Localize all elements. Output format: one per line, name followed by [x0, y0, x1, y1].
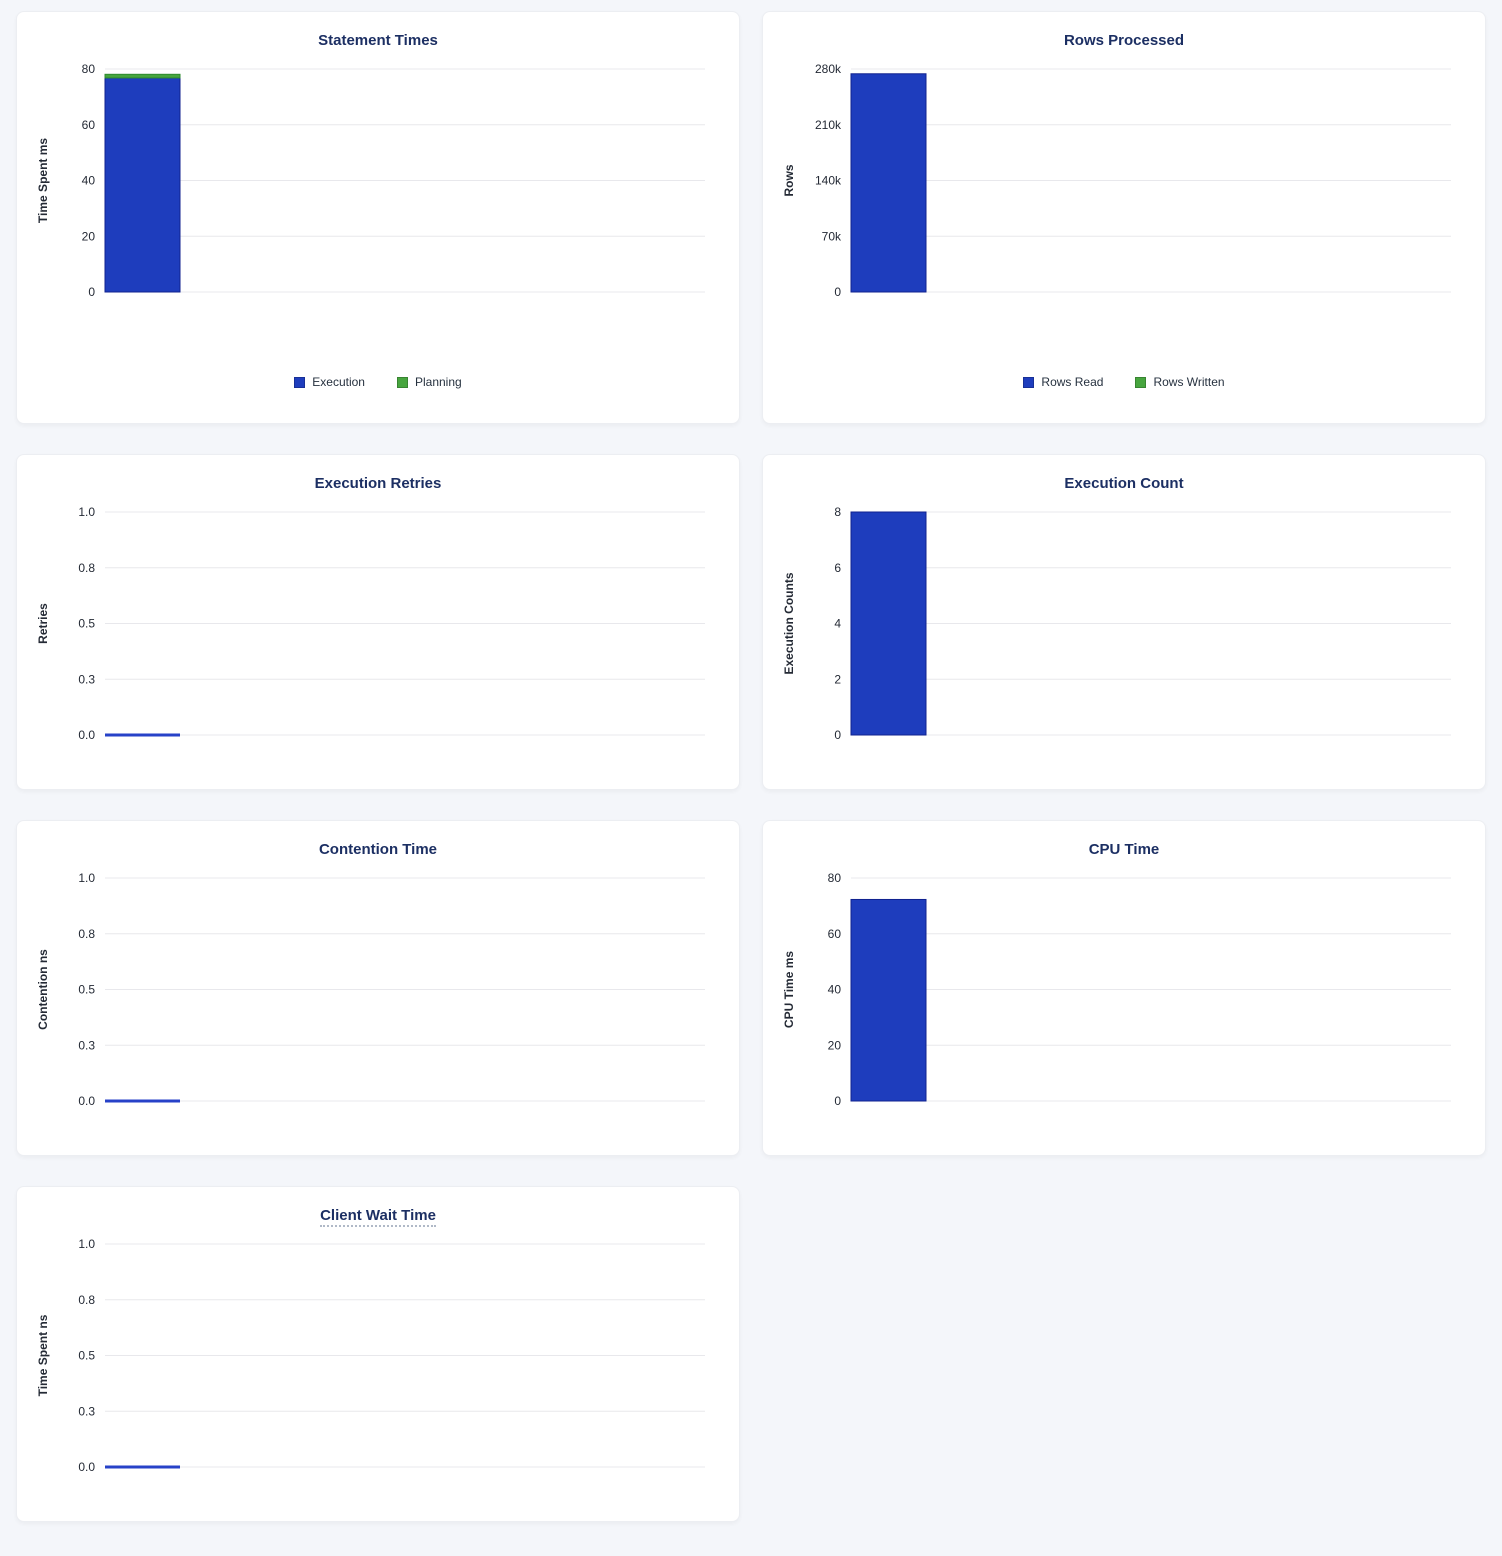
chart-canvas: 0 70k 140k 210k 280k Rows	[782, 62, 1451, 299]
chart-title-tooltip[interactable]: Client Wait Time	[320, 1207, 436, 1227]
chart-title-text: Execution Retries	[314, 475, 442, 492]
svg-text:280k: 280k	[815, 62, 842, 76]
svg-text:40: 40	[828, 983, 842, 997]
chart-plot-rows-processed: 0 70k 140k 210k 280k Rows	[763, 55, 1485, 307]
svg-text:0: 0	[88, 285, 95, 299]
chart-plot-client-wait-time: 0.0 0.3 0.5 0.8 1.0 Time Spent ns	[17, 1230, 739, 1482]
svg-text:80: 80	[828, 871, 842, 885]
svg-text:0.0: 0.0	[78, 1094, 95, 1108]
chart-canvas: 0 20 40 60 80 CPU Time ms	[782, 871, 1451, 1108]
chart-canvas: 0.0 0.3 0.5 0.8 1.0 Retries	[36, 505, 705, 742]
svg-text:0.0: 0.0	[78, 1460, 95, 1474]
legend-label: Rows Written	[1153, 375, 1225, 389]
svg-text:1.0: 1.0	[78, 505, 95, 519]
legend-label: Planning	[414, 375, 462, 389]
svg-text:0: 0	[834, 728, 841, 742]
svg-text:20: 20	[828, 1038, 842, 1052]
legend-swatch	[1023, 376, 1035, 388]
chart-title-text: Statement Times	[318, 32, 438, 49]
chart-legend-statement-times: Execution Planning	[17, 375, 739, 389]
svg-text:210k: 210k	[815, 118, 842, 132]
chart-card-client-wait-time: Client Wait Time 0.0 0.3 0.5 0.8 1.0 Time Spe…	[16, 1186, 740, 1522]
chart-title-cpu-time: CPU Time	[763, 839, 1485, 860]
chart-title-statement-times: Statement Times	[17, 30, 739, 51]
svg-text:Rows: Rows	[782, 164, 796, 196]
svg-text:Contention ns: Contention ns	[36, 949, 50, 1030]
legend-label: Rows Read	[1041, 375, 1104, 389]
legend-swatch	[1135, 376, 1147, 388]
svg-text:CPU Time ms: CPU Time ms	[782, 951, 796, 1028]
chart-card-cpu-time: CPU Time 0 20 40 60 80 CPU Time ms	[762, 820, 1486, 1156]
svg-text:0.5: 0.5	[78, 983, 95, 997]
chart-legend-rows-processed: Rows Read Rows Written	[763, 375, 1485, 389]
svg-text:1.0: 1.0	[78, 871, 95, 885]
svg-text:0.3: 0.3	[78, 1038, 95, 1052]
chart-plot-cpu-time: 0 20 40 60 80 CPU Time ms	[763, 864, 1485, 1116]
legend-swatch	[294, 376, 306, 388]
chart-canvas: 0.0 0.3 0.5 0.8 1.0 Time Spent ns	[36, 1237, 705, 1474]
svg-text:0.8: 0.8	[78, 561, 95, 575]
chart-title-contention-time: Contention Time	[17, 839, 739, 860]
legend-item: Rows Written	[1135, 375, 1225, 389]
svg-text:80: 80	[82, 62, 96, 76]
svg-text:0.5: 0.5	[78, 617, 95, 631]
svg-text:0.5: 0.5	[78, 1349, 95, 1363]
legend-item: Rows Read	[1023, 375, 1103, 389]
chart-title-rows-processed: Rows Processed	[763, 30, 1485, 51]
svg-text:0.8: 0.8	[78, 1293, 95, 1307]
chart-title-execution-count: Execution Count	[763, 473, 1485, 494]
svg-text:0.0: 0.0	[78, 728, 95, 742]
svg-text:8: 8	[834, 505, 841, 519]
svg-text:0.3: 0.3	[78, 672, 95, 686]
legend-label: Execution	[312, 375, 365, 389]
chart-card-contention-time: Contention Time 0.0 0.3 0.5 0.8 1.0 Contentio…	[16, 820, 740, 1156]
chart-title-text: Contention Time	[318, 841, 438, 858]
svg-text:Time Spent ns: Time Spent ns	[36, 1314, 50, 1396]
chart-canvas: 0 20 40 60 80 Time Spent ms	[36, 62, 705, 299]
chart-plot-execution-count: 0 2 4 6 8 Execution Counts	[763, 498, 1485, 750]
legend-item: Planning	[396, 375, 462, 389]
svg-text:Time Spent ms: Time Spent ms	[36, 138, 50, 223]
svg-text:0: 0	[834, 285, 841, 299]
svg-text:40: 40	[82, 174, 96, 188]
svg-text:60: 60	[828, 927, 842, 941]
legend-item: Execution	[294, 375, 365, 389]
chart-card-rows-processed: Rows Processed 0 70k 140k 210k 280k Rows Rows…	[762, 11, 1486, 424]
svg-text:20: 20	[82, 229, 96, 243]
chart-plot-execution-retries: 0.0 0.3 0.5 0.8 1.0 Retries	[17, 498, 739, 750]
svg-text:4: 4	[834, 617, 841, 631]
chart-card-execution-count: Execution Count 0 2 4 6 8 Execution Counts	[762, 454, 1486, 790]
svg-text:60: 60	[82, 118, 96, 132]
chart-title-text: CPU Time	[1088, 841, 1160, 858]
svg-text:Execution Counts: Execution Counts	[782, 572, 796, 674]
svg-text:0: 0	[834, 1094, 841, 1108]
chart-title-execution-retries: Execution Retries	[17, 473, 739, 494]
legend-swatch	[396, 376, 408, 388]
svg-text:6: 6	[834, 561, 841, 575]
chart-title-client-wait-time: Client Wait Time	[17, 1205, 739, 1227]
svg-text:0.8: 0.8	[78, 927, 95, 941]
chart-title-text: Execution Count	[1064, 475, 1184, 492]
chart-canvas: 0 2 4 6 8 Execution Counts	[782, 505, 1451, 742]
svg-text:70k: 70k	[822, 229, 842, 243]
svg-text:Retries: Retries	[36, 603, 50, 644]
svg-text:2: 2	[834, 672, 841, 686]
svg-text:0.3: 0.3	[78, 1404, 95, 1418]
chart-plot-contention-time: 0.0 0.3 0.5 0.8 1.0 Contention ns	[17, 864, 739, 1116]
chart-title-text: Rows Processed	[1063, 32, 1185, 49]
svg-text:1.0: 1.0	[78, 1237, 95, 1251]
chart-card-execution-retries: Execution Retries 0.0 0.3 0.5 0.8 1.0 Retries	[16, 454, 740, 790]
chart-plot-statement-times: 0 20 40 60 80 Time Spent ms	[17, 55, 739, 307]
chart-canvas: 0.0 0.3 0.5 0.8 1.0 Contention ns	[36, 871, 705, 1108]
svg-text:140k: 140k	[815, 174, 842, 188]
chart-card-statement-times: Statement Times 0 20 40 60 80 Time Spent ms E…	[16, 11, 740, 424]
